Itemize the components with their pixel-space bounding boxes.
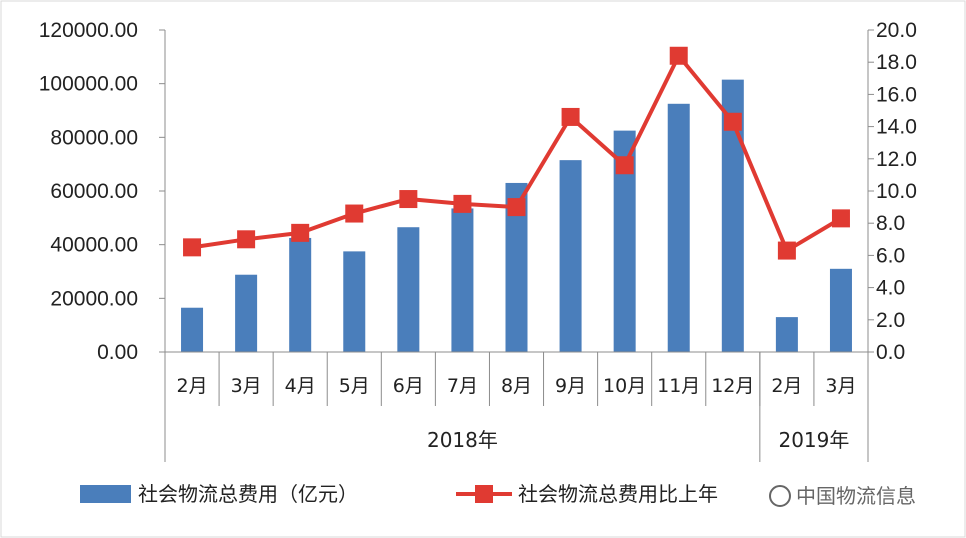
bar <box>505 182 528 352</box>
bar <box>289 237 312 352</box>
legend-line-label: 社会物流总费用比上年 <box>518 482 718 506</box>
bar <box>397 227 420 352</box>
category-label: 11月 <box>657 375 700 397</box>
wechat-icon <box>769 485 791 507</box>
left-tick-label: 100000.00 <box>39 73 138 96</box>
line-marker <box>669 46 688 65</box>
line-marker <box>237 230 256 249</box>
year-labels: 2018年 2019年 <box>427 428 849 452</box>
category-label: 3月 <box>231 375 262 397</box>
right-tick-label: 12.0 <box>876 148 917 171</box>
category-label: 8月 <box>501 375 532 397</box>
line-marker <box>345 204 364 223</box>
bar <box>343 251 366 352</box>
category-label: 7月 <box>447 375 478 397</box>
line-marker <box>453 194 472 213</box>
year-label: 2018年 <box>427 428 498 452</box>
left-axis-ticks: 0.00 20000.00 40000.00 60000.00 80000.00 1000… <box>39 19 165 364</box>
legend-bar-swatch <box>80 485 131 503</box>
category-label: 2月 <box>176 375 207 397</box>
category-label: 2月 <box>771 375 802 397</box>
line-marker <box>777 241 796 260</box>
left-tick-label: 80000.00 <box>50 126 138 149</box>
category-labels: 2月 3月 4月 5月 6月 7月 8月 9月 10月 11月 12月 2月 3月 <box>176 375 856 397</box>
axes <box>164 30 869 462</box>
year-label: 2019年 <box>778 428 849 452</box>
right-tick-label: 8.0 <box>876 212 905 235</box>
watermark-text: 中国物流信息 <box>796 484 916 508</box>
legend: 社会物流总费用（亿元） 社会物流总费用比上年 <box>80 482 718 506</box>
left-tick-label: 60000.00 <box>50 180 138 203</box>
bar <box>829 268 852 352</box>
right-tick-label: 0.0 <box>876 341 905 364</box>
category-label: 5月 <box>339 375 370 397</box>
legend-line-marker <box>475 485 493 503</box>
bar-series <box>181 79 852 353</box>
bar <box>721 79 744 353</box>
category-label: 3月 <box>825 375 856 397</box>
line-marker <box>615 156 634 175</box>
category-label: 6月 <box>393 375 424 397</box>
line-marker <box>723 112 742 131</box>
right-tick-label: 14.0 <box>876 116 917 139</box>
left-tick-label: 40000.00 <box>50 234 138 257</box>
category-label: 12月 <box>711 375 754 397</box>
bar <box>235 274 258 352</box>
bar <box>451 208 474 352</box>
bar <box>613 130 636 352</box>
watermark: 中国物流信息 <box>769 484 916 508</box>
line-marker <box>399 190 418 209</box>
category-label: 10月 <box>603 375 646 397</box>
line-marker <box>291 223 310 242</box>
line-marker <box>561 107 580 126</box>
legend-bar-label: 社会物流总费用（亿元） <box>138 482 358 506</box>
bar <box>181 307 204 352</box>
right-tick-label: 18.0 <box>876 51 917 74</box>
category-label: 9月 <box>555 375 586 397</box>
bar <box>775 317 798 352</box>
right-tick-label: 6.0 <box>876 244 905 267</box>
right-tick-label: 4.0 <box>876 277 905 300</box>
bar <box>559 160 582 352</box>
line-marker <box>831 209 850 228</box>
right-tick-label: 20.0 <box>876 19 917 42</box>
left-tick-label: 20000.00 <box>50 287 138 310</box>
left-tick-label: 0.00 <box>97 341 138 364</box>
line-series <box>183 46 850 260</box>
left-tick-label: 120000.00 <box>39 19 138 42</box>
bar <box>667 103 690 353</box>
category-label: 4月 <box>285 375 316 397</box>
right-tick-label: 2.0 <box>876 309 905 332</box>
right-tick-label: 16.0 <box>876 83 917 106</box>
line-marker <box>507 198 526 217</box>
right-tick-label: 10.0 <box>876 180 917 203</box>
line-marker <box>183 238 202 257</box>
right-axis-ticks: 0.0 2.0 4.0 6.0 8.0 10.0 12.0 14.0 16.0 18.0 20.0 <box>868 19 917 364</box>
